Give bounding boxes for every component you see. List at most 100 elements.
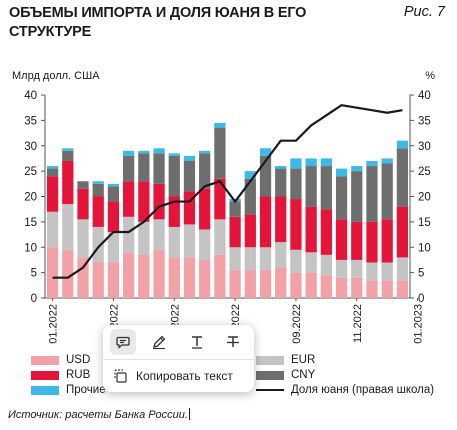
legend-line-swatch (256, 389, 284, 391)
bar-segment-eur (46, 211, 59, 248)
bar-segment-eur (123, 216, 135, 253)
strikethrough-icon (227, 336, 239, 347)
chart-title: ОБЪЕМЫ ИМПОРТА И ДОЛЯ ЮАНЯ В ЕГО СТРУКТУ… (9, 4, 339, 42)
bar-segment-прочие (381, 158, 393, 164)
bar-segment-eur (168, 226, 180, 258)
x-axis-tick-label: 09.2022 (291, 304, 303, 344)
bar-segment-cny (77, 181, 89, 189)
bar-segment-rub (107, 201, 120, 233)
bar-segment-rub (138, 181, 150, 222)
bar-segment-usd (107, 262, 120, 298)
bar-segment-eur (305, 252, 317, 273)
legend-other-swatch (31, 385, 59, 395)
legend-other: Прочие (31, 384, 106, 396)
copy-text-button[interactable]: Копировать текст (112, 365, 233, 387)
bar-segment-usd (199, 259, 211, 298)
x-axis-tick-label: 11.2022 (352, 304, 364, 343)
bar-segment-eur (351, 259, 363, 278)
source-note: Источник: расчеты Банка России. (8, 408, 190, 421)
bar-segment-usd (396, 280, 409, 298)
bar-segment-eur (214, 219, 226, 255)
copy-text-label: Копировать текст (136, 369, 233, 383)
selection-toolbar-tools (103, 325, 254, 359)
bar-segment-eur (107, 232, 120, 263)
bar-segment-прочие (46, 166, 59, 169)
bar-segment-cny (92, 183, 104, 197)
bar-segment-cny (305, 166, 317, 207)
bar-segment-прочие (138, 150, 150, 154)
strikethrough-button[interactable] (220, 329, 246, 355)
bar-segment-прочие (335, 168, 348, 177)
legend-rub-label: RUB (66, 369, 91, 381)
bar-segment-eur (381, 262, 393, 281)
bar-segment-eur (199, 229, 211, 260)
bar-segment-cny (107, 186, 120, 202)
bar-segment-usd (351, 277, 363, 298)
legend-cny-label: CNY (291, 369, 316, 381)
bar-segment-прочие (244, 171, 256, 179)
chart-title-line-2: СТРУКТУРЕ (9, 24, 92, 40)
bar-segment-eur (335, 259, 348, 278)
left-axis-tick-label: 15 (24, 217, 37, 229)
legend-usd-label: USD (66, 354, 91, 366)
bar-segment-usd (290, 272, 302, 298)
yuan-share-line (52, 104, 403, 279)
bar-segment-usd (320, 275, 332, 298)
left-axis-tick-label: 0 (31, 293, 37, 305)
bar-segment-cny (259, 155, 272, 197)
legend-eur: EUR (256, 354, 315, 366)
bar-segment-eur (366, 262, 378, 281)
left-axis-tick-label: 5 (31, 268, 37, 280)
bar-segment-eur (92, 226, 104, 263)
right-axis-tick-label: 35 (418, 115, 431, 127)
bar-segment-прочие (351, 166, 363, 172)
right-axis-tick-label: 10 (418, 242, 431, 254)
bar-segment-прочие (305, 158, 317, 167)
bar-segment-cny (275, 168, 287, 197)
text-format-button[interactable] (184, 329, 210, 355)
legend-line-label: Доля юаня (правая школа) (291, 384, 435, 396)
text-cursor (188, 408, 190, 420)
bar-segment-cny (168, 155, 180, 197)
bar-segment-rub (183, 191, 196, 225)
bar-segment-usd (92, 262, 104, 298)
bar-segment-usd (381, 280, 393, 298)
copy-icon (114, 369, 127, 383)
bar-segment-cny (153, 153, 165, 184)
bar-segment-прочие (275, 166, 287, 169)
bar-segment-rub (335, 219, 348, 260)
bar-segment-eur (320, 254, 332, 276)
bar-segment-rub (77, 188, 89, 220)
bar-segment-cny (381, 163, 393, 220)
bar-segment-прочие (259, 148, 272, 156)
highlight-button[interactable] (146, 329, 172, 355)
bar-segment-eur (275, 242, 287, 268)
comment-button[interactable] (110, 329, 136, 355)
legend-cny-swatch (256, 370, 284, 380)
bar-segment-rub (92, 196, 104, 227)
bar-segment-cny (320, 166, 332, 210)
bar-segment-usd (46, 247, 59, 298)
bar-segment-rub (62, 160, 74, 205)
bar-segment-eur (77, 219, 89, 258)
bar-segment-usd (138, 254, 150, 298)
bar-segment-cny (138, 153, 150, 182)
pen-icon (153, 335, 166, 350)
bar-segment-прочие (214, 122, 226, 128)
bar-segment-usd (259, 270, 272, 298)
bar-segment-usd (335, 277, 348, 298)
bar-segment-usd (244, 270, 256, 298)
legend-rub-swatch (31, 370, 59, 380)
legend-eur-label: EUR (291, 354, 316, 366)
import-chart: 0 5 10 15 20 25 30 35 40 0 5 10 15 20 25 30 35 40 01.2022 0… (24, 90, 431, 344)
bar-segment-прочие (62, 148, 74, 151)
bar-segment-cny (351, 171, 363, 222)
comment-icon (116, 336, 130, 349)
x-axis-tick-label: 01.2022 (48, 304, 60, 344)
legend-line: Доля юаня (правая школа) (256, 384, 434, 396)
left-axis-unit: Млрд долл. США (12, 70, 100, 82)
bar-segment-прочие (366, 160, 378, 167)
right-axis-tick-label: 40 (418, 90, 431, 102)
legend-cny: CNY (256, 369, 315, 381)
bar-segment-прочие (396, 140, 409, 149)
